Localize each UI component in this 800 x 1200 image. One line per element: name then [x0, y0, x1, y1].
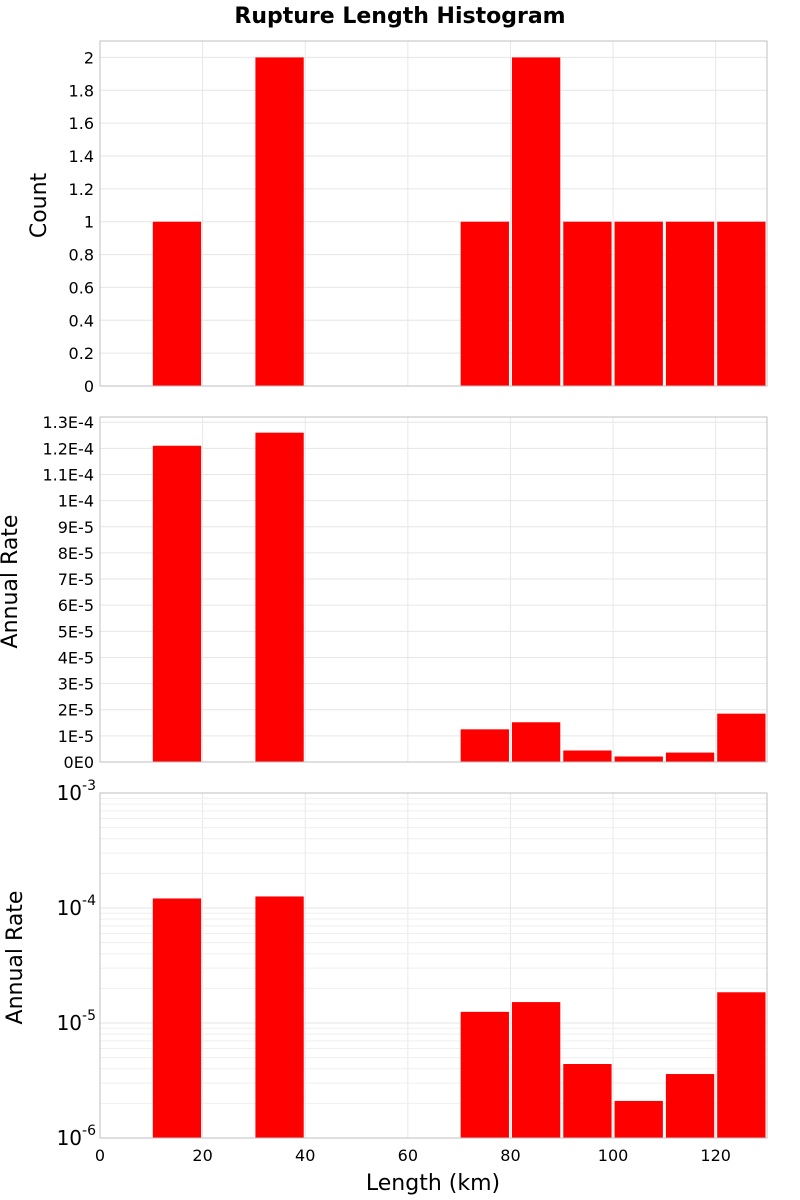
- histogram-bar: [717, 221, 766, 386]
- y-tick-label: 0.4: [69, 311, 94, 330]
- histogram-bar: [665, 221, 715, 386]
- panel-3: 10-6 10-5 10-4 10-3 Annual Rate 0 20 40 60 80 100 1…: [3, 778, 768, 1165]
- y-tick-label: 0.8: [69, 246, 94, 265]
- x-axis-title: Length (km): [366, 1171, 500, 1196]
- panel-2: 0E0 1E-5 2E-5 3E-5 4E-5 5E-5 6E-5 7E-5 8E-5 9E-5 1…: [0, 413, 768, 772]
- histogram-bar: [255, 432, 304, 762]
- y-tick-label: 1.2E-4: [42, 439, 94, 458]
- y-tick-label: 1: [84, 213, 94, 232]
- y-tick-label: 1.8: [69, 81, 94, 100]
- x-tick-label: 40: [295, 1146, 315, 1165]
- y-tick-label: 1.6: [69, 114, 94, 133]
- y-axis-title: Annual Rate: [3, 891, 28, 1025]
- histogram-bar: [152, 221, 202, 386]
- panel-1: 0 0.2 0.4 0.6 0.8 1 1.2 1.4 1.6 1.8 2 Count: [27, 40, 768, 396]
- histogram-bar: [152, 898, 202, 1138]
- histogram-bar: [152, 445, 202, 762]
- y-tick-label: 1.2: [69, 180, 94, 199]
- y-tick-label: 7E-5: [58, 570, 94, 589]
- y-tick-label: 2E-5: [58, 701, 94, 720]
- x-tick-label: 120: [700, 1146, 731, 1165]
- x-tick-label: 60: [398, 1146, 418, 1165]
- histogram-bar: [717, 992, 766, 1138]
- histogram-bar: [511, 57, 561, 387]
- x-tick-label: 100: [598, 1146, 629, 1165]
- y-tick-label: 9E-5: [58, 518, 94, 537]
- y-tick-label: 0.6: [69, 278, 94, 297]
- y-tick-label: 8E-5: [58, 544, 94, 563]
- x-tick-label: 80: [500, 1146, 520, 1165]
- histogram-bar: [511, 722, 561, 762]
- histogram-bar: [255, 896, 304, 1138]
- y-tick-label: 3E-5: [58, 675, 94, 694]
- y-tick-label: 5E-5: [58, 622, 94, 641]
- y-tick-label: 4E-5: [58, 648, 94, 667]
- histogram-bar: [614, 756, 663, 762]
- chart-panels: 0 0.2 0.4 0.6 0.8 1 1.2 1.4 1.6 1.8 2 Count 0E0 1E-5 2…: [0, 40, 768, 1165]
- histogram-bar: [665, 1074, 715, 1138]
- plot-area: [100, 793, 767, 1138]
- y-tick-label: 0E0: [64, 753, 94, 772]
- histogram-bar: [563, 750, 612, 762]
- y-tick-label: 10-3: [57, 778, 96, 805]
- x-tick-label: 0: [95, 1146, 105, 1165]
- y-tick-label: 0.2: [69, 344, 94, 363]
- histogram-bar: [255, 57, 304, 387]
- y-tick-label: 10-4: [57, 893, 97, 920]
- y-tick-label: 2: [84, 48, 94, 67]
- histogram-bar: [717, 713, 766, 762]
- plot-frame: [99, 40, 768, 387]
- x-tick-label: 20: [192, 1146, 212, 1165]
- histogram-bar: [511, 1002, 561, 1138]
- histogram-bar: [563, 1064, 612, 1138]
- histogram-bar: [665, 752, 715, 762]
- y-tick-label: 10-6: [57, 1123, 97, 1150]
- histogram-bar: [460, 221, 509, 386]
- chart-title: Rupture Length Histogram: [234, 4, 565, 29]
- y-tick-label: 1.4: [69, 147, 94, 166]
- histogram-bar: [614, 1100, 663, 1138]
- y-tick-label: 1.3E-4: [42, 413, 94, 432]
- y-axis-title: Annual Rate: [0, 515, 23, 649]
- y-tick-label: 1E-4: [58, 492, 94, 511]
- histogram-bar: [614, 221, 663, 386]
- y-axis-title: Count: [27, 172, 52, 238]
- y-tick-label: 6E-5: [58, 596, 94, 615]
- y-tick-label: 10-5: [57, 1008, 96, 1035]
- histogram-bar: [460, 729, 509, 762]
- histogram-bar: [563, 221, 612, 386]
- plot-frame: [99, 792, 768, 1139]
- plot-frame: [99, 416, 768, 763]
- histogram-bar: [460, 1011, 509, 1138]
- y-tick-label: 1E-5: [58, 727, 94, 746]
- y-tick-label: 0: [84, 377, 94, 396]
- y-tick-label: 1.1E-4: [42, 466, 94, 485]
